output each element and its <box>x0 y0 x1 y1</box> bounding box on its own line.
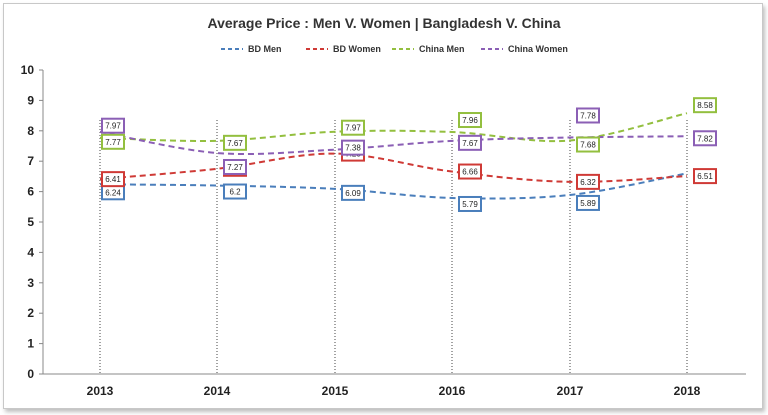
data-label-text: 6.24 <box>105 188 121 197</box>
data-label-box <box>576 194 600 211</box>
data-label-text: 7.27 <box>227 163 243 172</box>
chart-title: Average Price : Men V. Women | Banglades… <box>208 15 561 31</box>
data-label-text: 7.78 <box>580 111 596 120</box>
data-label-box <box>458 112 482 129</box>
x-tick-label: 2015 <box>322 384 349 398</box>
line-chart: Average Price : Men V. Women | Banglades… <box>21 15 746 398</box>
legend: BD Men BD Women China Men China Women <box>221 44 568 54</box>
category-guides <box>99 120 688 374</box>
data-label: 7.78 <box>576 107 600 124</box>
data-label-box <box>458 195 482 212</box>
data-label: 7.67 <box>223 134 247 151</box>
y-tick-label: 9 <box>27 93 34 107</box>
data-label-text: 5.79 <box>462 200 478 209</box>
data-label: 6.32 <box>576 173 600 190</box>
y-tick-label: 1 <box>27 337 34 351</box>
series-line <box>99 152 688 183</box>
y-tick-label: 2 <box>27 306 34 320</box>
data-label: 7.67 <box>458 134 482 151</box>
data-label-text: 6.66 <box>462 168 478 177</box>
y-tick-label: 10 <box>21 63 35 77</box>
y-tick-label: 7 <box>27 154 34 168</box>
data-label-text: 7.97 <box>345 124 361 133</box>
data-label-box <box>223 158 247 175</box>
data-label: 6.51 <box>693 168 717 185</box>
data-label-box <box>458 163 482 180</box>
data-label-box <box>341 139 365 156</box>
data-label-box <box>341 184 365 201</box>
data-label-box <box>101 117 125 134</box>
data-label-text: 7.38 <box>345 144 361 153</box>
data-label-box <box>223 134 247 151</box>
data-label-text: 7.77 <box>105 138 121 147</box>
data-label-box <box>341 119 365 136</box>
data-label: 6.09 <box>341 184 365 201</box>
data-label: 5.79 <box>458 195 482 212</box>
data-label: 7.77 <box>101 133 125 150</box>
data-label-box <box>576 173 600 190</box>
data-label-text: 6.2 <box>229 188 241 197</box>
data-label: 5.89 <box>576 194 600 211</box>
data-label-text: 5.89 <box>580 199 596 208</box>
axes: 0 1 2 3 4 5 6 7 8 9 10 2013 2014 2015 2016 2017 2018 <box>21 63 746 398</box>
data-label-box <box>576 136 600 153</box>
data-label-text: 6.41 <box>105 175 121 184</box>
data-label: 7.97 <box>101 117 125 134</box>
data-label: 7.96 <box>458 112 482 129</box>
legend-label: BD Men <box>248 44 282 54</box>
data-label: 7.82 <box>693 130 717 147</box>
data-label-text: 7.68 <box>580 141 596 150</box>
data-label: 7.38 <box>341 139 365 156</box>
legend-label: China Women <box>508 44 568 54</box>
data-label: 7.97 <box>341 119 365 136</box>
chart-frame: Average Price : Men V. Women | Banglades… <box>3 3 763 409</box>
data-label-text: 7.97 <box>105 122 121 131</box>
data-label-text: 7.82 <box>697 134 713 143</box>
x-tick-label: 2013 <box>87 384 114 398</box>
data-label: 6.2 <box>223 183 247 200</box>
data-label-box <box>576 107 600 124</box>
data-label: 6.66 <box>458 163 482 180</box>
data-label: 7.27 <box>223 158 247 175</box>
data-label-text: 7.96 <box>462 116 478 125</box>
data-label-text: 6.09 <box>345 189 361 198</box>
x-tick-label: 2018 <box>674 384 701 398</box>
data-label: 6.24 <box>101 184 125 201</box>
data-label-text: 7.67 <box>227 139 243 148</box>
series-line <box>99 172 688 200</box>
data-label-text: 6.32 <box>580 178 596 187</box>
x-tick-label: 2017 <box>557 384 584 398</box>
data-label-box <box>223 183 247 200</box>
y-tick-label: 4 <box>27 245 34 259</box>
x-tick-label: 2014 <box>204 384 231 398</box>
data-label-box <box>693 168 717 185</box>
data-label-box <box>101 171 125 188</box>
data-label-box <box>693 97 717 114</box>
y-tick-label: 6 <box>27 185 34 199</box>
data-labels: 6.246.26.095.795.896.416.757.256.666.326… <box>101 97 717 212</box>
data-label-box <box>458 134 482 151</box>
legend-label: BD Women <box>333 44 381 54</box>
x-tick-label: 2016 <box>439 384 466 398</box>
y-tick-label: 5 <box>27 215 34 229</box>
legend-label: China Men <box>419 44 465 54</box>
y-tick-label: 0 <box>27 367 34 381</box>
data-label-box <box>101 133 125 150</box>
y-tick-label: 3 <box>27 276 34 290</box>
data-label: 8.58 <box>693 97 717 114</box>
data-label-text: 6.51 <box>697 172 713 181</box>
data-label-box <box>693 130 717 147</box>
data-label: 7.68 <box>576 136 600 153</box>
data-label-text: 8.58 <box>697 101 713 110</box>
data-label-text: 7.67 <box>462 139 478 148</box>
y-tick-label: 8 <box>27 124 34 138</box>
data-label: 6.41 <box>101 171 125 188</box>
